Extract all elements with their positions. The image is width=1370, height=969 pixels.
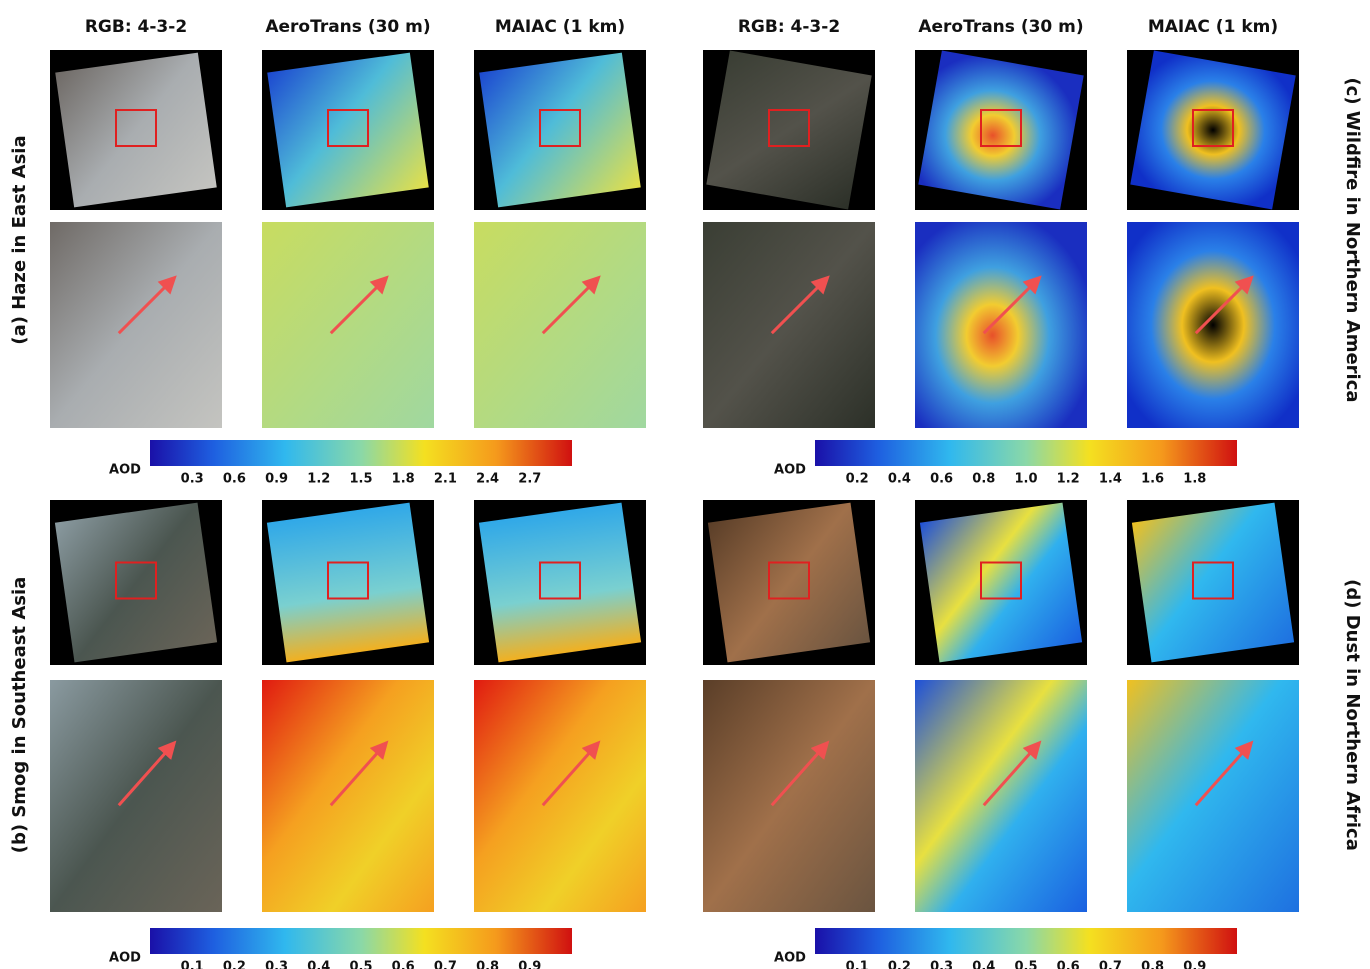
colorbar-tick-label: 0.5 bbox=[1014, 960, 1037, 969]
colorbar-tick-label: 0.6 bbox=[930, 472, 953, 487]
colorbar bbox=[150, 928, 572, 954]
colorbar-tick-label: 1.0 bbox=[1014, 472, 1037, 487]
satellite-image bbox=[479, 53, 641, 208]
zoomed-image bbox=[474, 222, 646, 428]
column-header: MAIAC (1 km) bbox=[495, 17, 625, 37]
colorbar-tick-label: 0.2 bbox=[888, 960, 911, 969]
zoomed-image bbox=[703, 680, 875, 912]
colorbar-tick-label: 0.9 bbox=[518, 960, 541, 969]
colorbar-tick-label: 1.6 bbox=[1141, 472, 1164, 487]
colorbar-tick-label: 1.2 bbox=[307, 472, 330, 487]
colorbar-tick-label: 1.5 bbox=[349, 472, 372, 487]
zoomed-image bbox=[474, 680, 646, 912]
satellite-image bbox=[1130, 51, 1295, 210]
case-label: (c) Wildfire in Northern America bbox=[1342, 77, 1363, 402]
zoomed-image bbox=[915, 680, 1087, 912]
zoomed-image bbox=[703, 222, 875, 428]
colorbar bbox=[815, 440, 1237, 466]
zoomed-image bbox=[50, 680, 222, 912]
colorbar-tick-label: 2.1 bbox=[434, 472, 457, 487]
case-label: (a) Haze in East Asia bbox=[9, 135, 30, 344]
colorbar-tick-label: 1.8 bbox=[1183, 472, 1206, 487]
colorbar-tick-label: 0.1 bbox=[181, 960, 204, 969]
satellite-image bbox=[267, 503, 429, 663]
colorbar-tick-label: 2.7 bbox=[518, 472, 541, 487]
colorbar-tick-label: 0.4 bbox=[307, 960, 330, 969]
colorbar-tick-label: 1.2 bbox=[1057, 472, 1080, 487]
zoomed-image bbox=[262, 222, 434, 428]
satellite-image bbox=[920, 503, 1082, 663]
column-header: AeroTrans (30 m) bbox=[918, 17, 1083, 37]
satellite-image bbox=[706, 51, 871, 210]
colorbar-label: AOD bbox=[109, 463, 141, 478]
colorbar-tick-label: 0.6 bbox=[1057, 960, 1080, 969]
colorbar-tick-label: 0.4 bbox=[888, 472, 911, 487]
colorbar-tick-label: 0.3 bbox=[930, 960, 953, 969]
colorbar-tick-label: 0.2 bbox=[223, 960, 246, 969]
zoomed-image bbox=[262, 680, 434, 912]
figure: RGB: 4-3-2 AeroTrans (30 m) MAIAC (1 km) RG… bbox=[0, 0, 1370, 969]
colorbar-label: AOD bbox=[774, 951, 806, 966]
zoomed-image bbox=[1127, 680, 1299, 912]
satellite-image bbox=[1132, 503, 1294, 663]
satellite-image bbox=[708, 503, 870, 663]
colorbar bbox=[150, 440, 572, 466]
colorbar-tick-label: 0.9 bbox=[1183, 960, 1206, 969]
colorbar-tick-label: 0.8 bbox=[972, 472, 995, 487]
satellite-image bbox=[479, 503, 641, 663]
colorbar-label: AOD bbox=[109, 951, 141, 966]
colorbar-tick-label: 0.5 bbox=[349, 960, 372, 969]
zoomed-image bbox=[915, 222, 1087, 428]
colorbar-tick-label: 1.8 bbox=[392, 472, 415, 487]
colorbar-tick-label: 0.7 bbox=[434, 960, 457, 969]
colorbar bbox=[815, 928, 1237, 954]
colorbar-tick-label: 2.4 bbox=[476, 472, 499, 487]
column-header: MAIAC (1 km) bbox=[1148, 17, 1278, 37]
zoomed-image bbox=[50, 222, 222, 428]
satellite-image bbox=[55, 53, 217, 208]
colorbar-label: AOD bbox=[774, 463, 806, 478]
colorbar-tick-label: 0.8 bbox=[476, 960, 499, 969]
colorbar-tick-label: 0.2 bbox=[846, 472, 869, 487]
satellite-image bbox=[267, 53, 429, 208]
colorbar-tick-label: 0.9 bbox=[265, 472, 288, 487]
colorbar-tick-label: 0.8 bbox=[1141, 960, 1164, 969]
zoomed-image bbox=[1127, 222, 1299, 428]
satellite-image bbox=[918, 51, 1083, 210]
colorbar-tick-label: 0.1 bbox=[846, 960, 869, 969]
colorbar-tick-label: 0.6 bbox=[223, 472, 246, 487]
case-label: (b) Smog in Southeast Asia bbox=[9, 577, 30, 854]
colorbar-tick-label: 0.6 bbox=[392, 960, 415, 969]
colorbar-tick-label: 0.3 bbox=[265, 960, 288, 969]
colorbar-tick-label: 1.4 bbox=[1099, 472, 1122, 487]
colorbar-tick-label: 0.3 bbox=[181, 472, 204, 487]
column-header: RGB: 4-3-2 bbox=[85, 17, 187, 37]
case-label: (d) Dust in Northern Africa bbox=[1342, 579, 1363, 851]
satellite-image bbox=[55, 503, 217, 663]
colorbar-tick-label: 0.7 bbox=[1099, 960, 1122, 969]
column-header: AeroTrans (30 m) bbox=[265, 17, 430, 37]
column-header: RGB: 4-3-2 bbox=[738, 17, 840, 37]
colorbar-tick-label: 0.4 bbox=[972, 960, 995, 969]
